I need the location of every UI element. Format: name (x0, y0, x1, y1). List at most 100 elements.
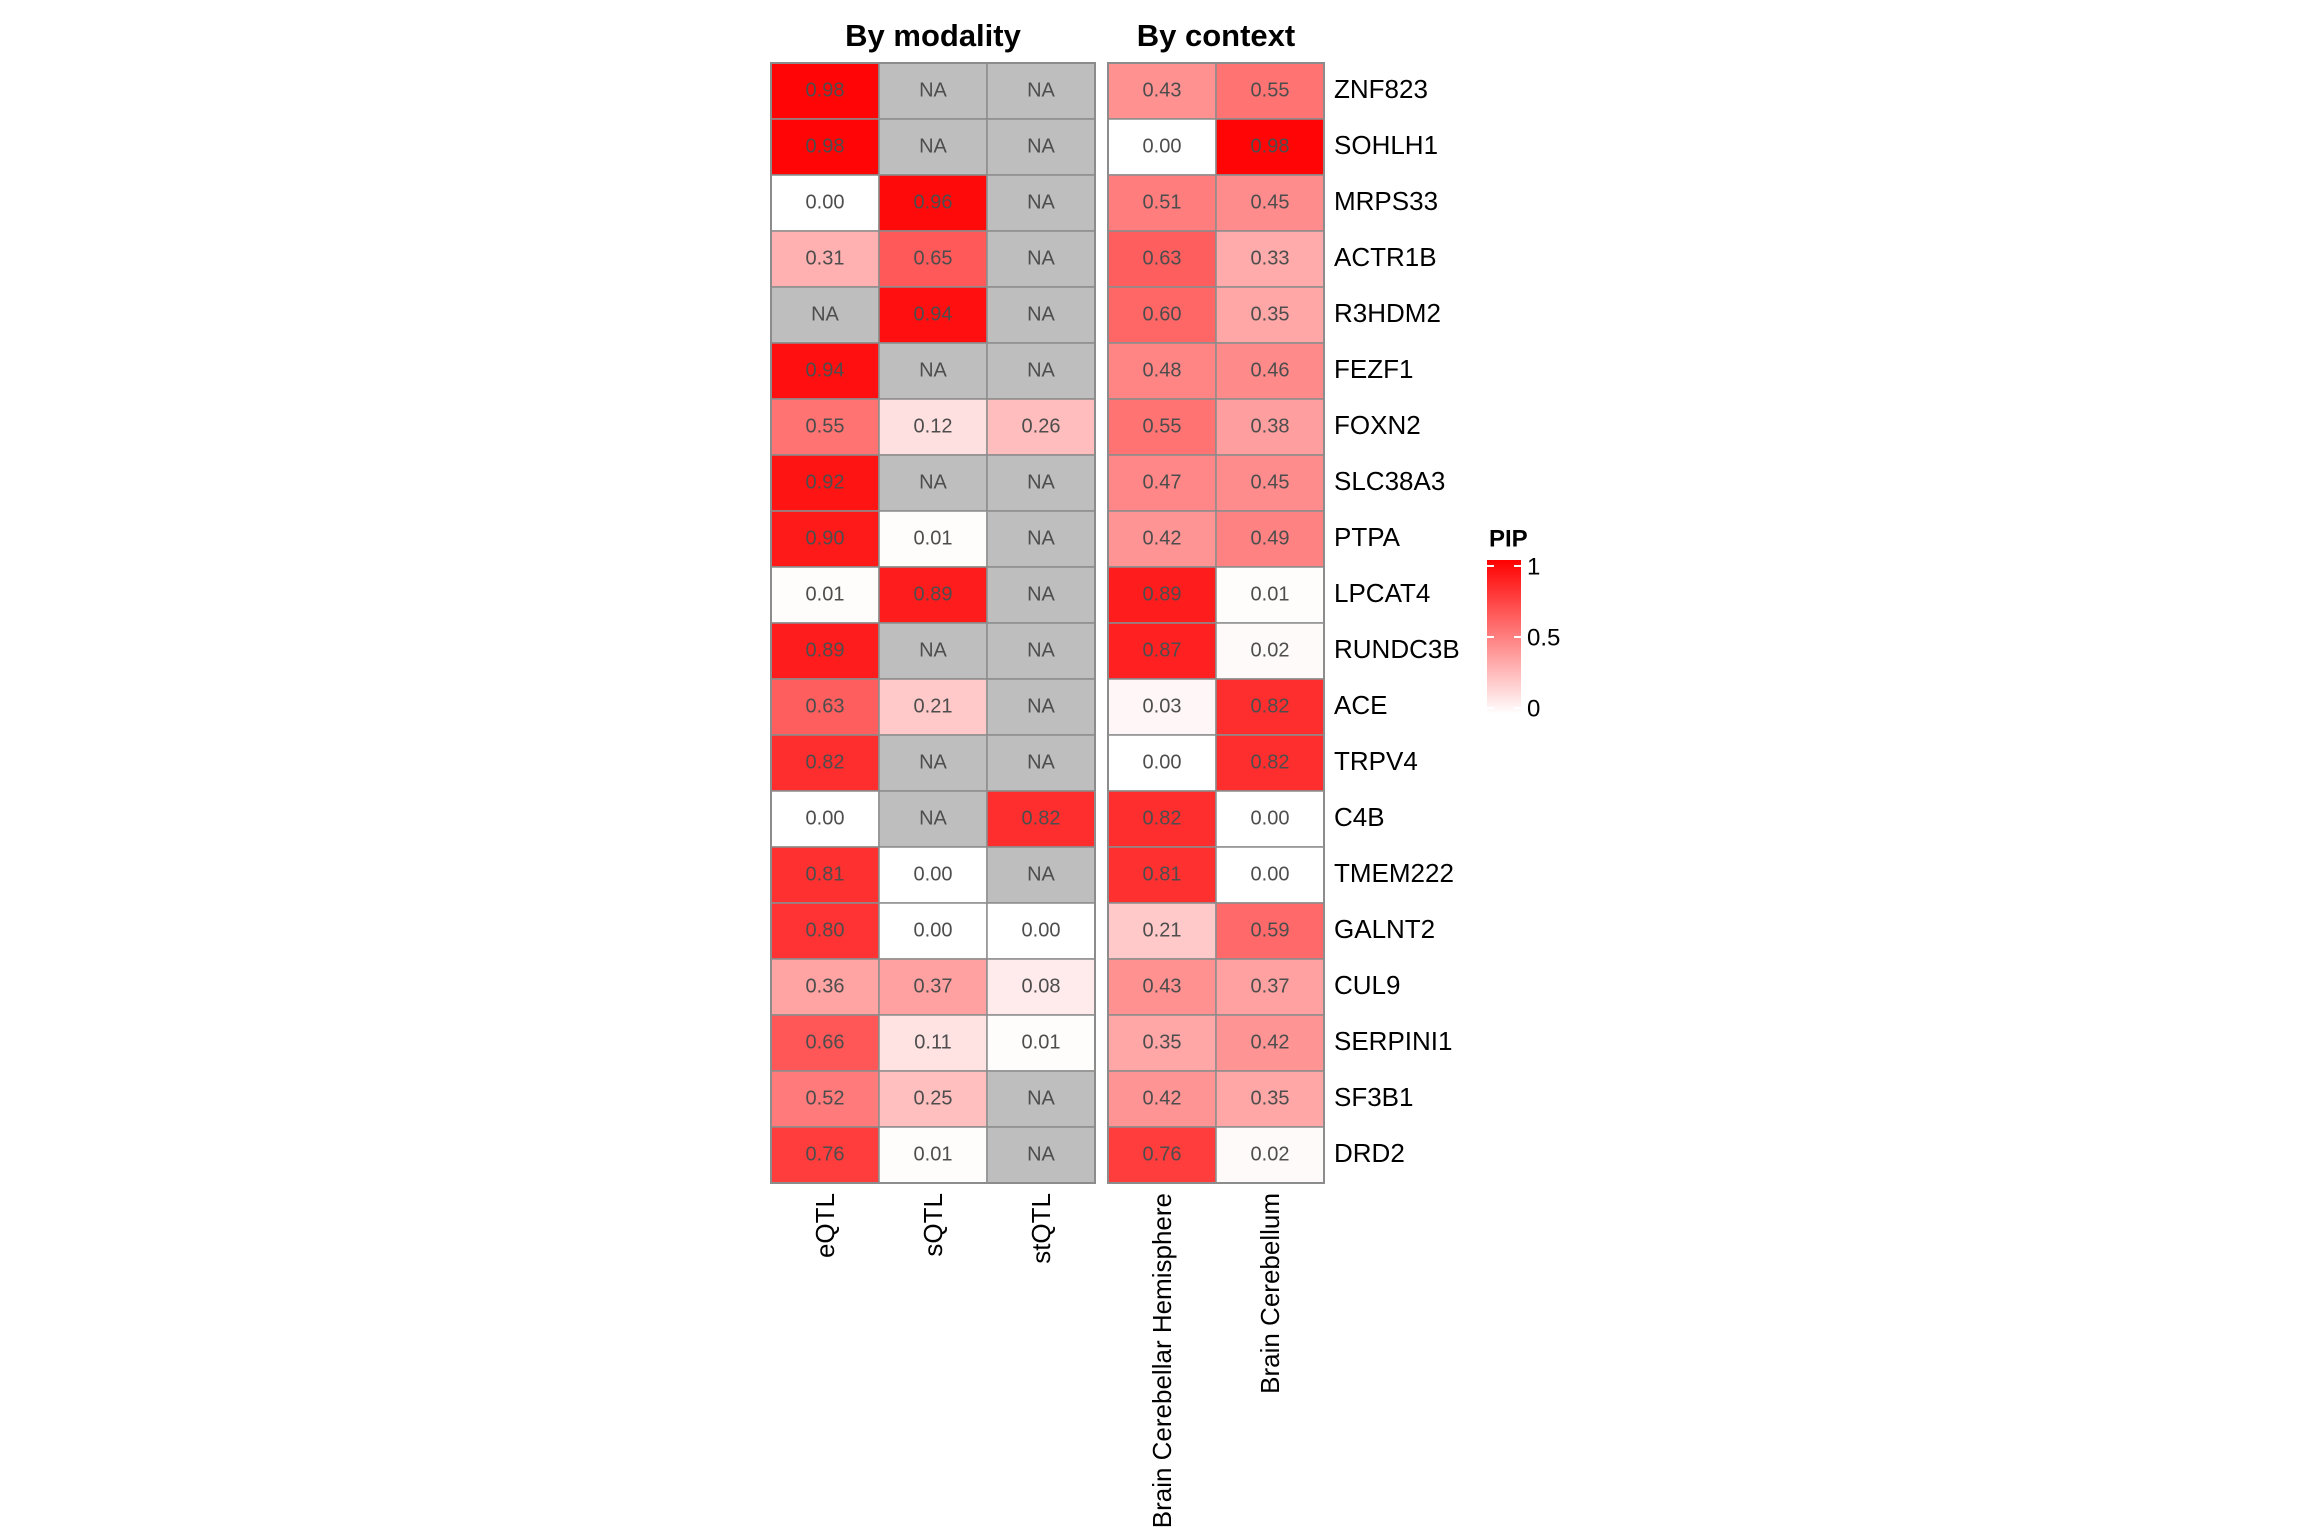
heatmap-cell (770, 566, 880, 624)
cell-value-label: 0.92 (806, 471, 845, 493)
heatmap-cell (770, 454, 880, 512)
cell-value-label: 0.01 (806, 583, 845, 605)
heatmap-cell (770, 230, 880, 288)
heatmap-cell (878, 902, 988, 960)
cell-value-label: 0.45 (1251, 191, 1290, 213)
cell-value-label: 0.87 (1143, 639, 1182, 661)
heatmap-cell (878, 342, 988, 400)
column-label: stQTL (1026, 1193, 1056, 1264)
cell-value-label: 0.82 (806, 751, 845, 773)
heatmap-cell (770, 902, 880, 960)
heatmap-cell (986, 734, 1096, 792)
cell-value-label: 0.89 (914, 583, 953, 605)
context-panel: By context 0.43 0.55 0.00 0.98 0.51 0.45 0.63 0.… (1107, 18, 1325, 1528)
cell-value-label: 0.90 (806, 527, 845, 549)
column-label: Brain Cerebellar Hemisphere (1147, 1193, 1177, 1528)
cell-value-label: 0.98 (806, 135, 845, 157)
heatmap-cell (986, 342, 1096, 400)
panel-title: By modality (845, 18, 1021, 53)
cell-value-label: 0.03 (1143, 695, 1182, 717)
cell-value-label: 0.51 (1143, 191, 1182, 213)
cell-value-label: 0.55 (1143, 415, 1182, 437)
heatmap-cell (1107, 1070, 1217, 1128)
cell-value-label: 0.21 (1143, 919, 1182, 941)
cell-value-label: 0.81 (806, 863, 845, 885)
cell-value-label: 0.52 (806, 1087, 845, 1109)
cell-value-label: 0.45 (1251, 471, 1290, 493)
heatmap-cell (770, 1070, 880, 1128)
heatmap-cell (878, 566, 988, 624)
heatmap-cell (878, 286, 988, 344)
cell-value-label: 0.36 (806, 975, 845, 997)
heatmap-cell (986, 1014, 1096, 1072)
cell-value-label: NA (1027, 527, 1055, 549)
gene-label: CUL9 (1334, 970, 1400, 1000)
heatmap-cell (878, 454, 988, 512)
cell-value-label: 0.33 (1251, 247, 1290, 269)
cell-value-label: NA (1027, 359, 1055, 381)
cell-value-label: NA (1027, 303, 1055, 325)
gene-label: R3HDM2 (1334, 298, 1441, 328)
heatmap-cell (1107, 958, 1217, 1016)
cell-value-label: 0.98 (1251, 135, 1290, 157)
cell-value-label: 0.42 (1143, 527, 1182, 549)
cell-value-label: 0.42 (1251, 1031, 1290, 1053)
gene-label: FEZF1 (1334, 354, 1413, 384)
gene-label: TMEM222 (1334, 858, 1454, 888)
heatmap-cell (1215, 566, 1325, 624)
heatmap-cell (770, 622, 880, 680)
cell-value-label: NA (919, 639, 947, 661)
gene-label: SOHLH1 (1334, 130, 1438, 160)
gene-label: SLC38A3 (1334, 466, 1445, 496)
cell-value-label: NA (919, 807, 947, 829)
cell-value-label: NA (1027, 863, 1055, 885)
cell-value-label: 0.01 (1251, 583, 1290, 605)
cell-value-label: 0.00 (1143, 135, 1182, 157)
cell-value-label: 0.01 (914, 1143, 953, 1165)
cell-value-label: NA (1027, 695, 1055, 717)
cell-value-label: 0.80 (806, 919, 845, 941)
gene-label: ACE (1334, 690, 1387, 720)
cell-value-label: 0.47 (1143, 471, 1182, 493)
cell-value-label: 0.66 (806, 1031, 845, 1053)
heatmap-cell (770, 846, 880, 904)
cell-value-label: 0.00 (806, 807, 845, 829)
cell-value-label: 0.42 (1143, 1087, 1182, 1109)
cell-value-label: 0.11 (914, 1031, 951, 1053)
heatmap-cell (1215, 398, 1325, 456)
heatmap-cell (1107, 678, 1217, 736)
cell-value-label: 0.21 (914, 695, 953, 717)
cell-value-label: 0.01 (914, 527, 953, 549)
heatmap-cell (986, 958, 1096, 1016)
cell-value-label: NA (811, 303, 839, 325)
cell-value-label: NA (1027, 751, 1055, 773)
cell-value-label: 0.59 (1251, 919, 1290, 941)
cell-value-label: NA (1027, 191, 1055, 213)
heatmap-cell (1107, 230, 1217, 288)
heatmap-cell (1215, 622, 1325, 680)
heatmap-cell (878, 174, 988, 232)
heatmap-cell (1215, 734, 1325, 792)
panel-border (1107, 62, 1325, 1184)
heatmap-cell (770, 734, 880, 792)
cell-value-label: 0.00 (1251, 863, 1290, 885)
gene-label: ACTR1B (1334, 242, 1437, 272)
cell-value-label: 0.49 (1251, 527, 1290, 549)
cell-value-label: 0.63 (806, 695, 845, 717)
cell-value-label: 0.55 (806, 415, 845, 437)
gene-label: LPCAT4 (1334, 578, 1430, 608)
gene-label: DRD2 (1334, 1138, 1405, 1168)
cell-value-label: 0.82 (1251, 695, 1290, 717)
heatmap-cell (770, 958, 880, 1016)
cell-value-label: 0.65 (914, 247, 953, 269)
cell-value-label: NA (919, 471, 947, 493)
heatmap-cell (986, 230, 1096, 288)
cell-value-label: NA (1027, 471, 1055, 493)
cell-value-label: 0.43 (1143, 975, 1182, 997)
column-label: Brain Cerebellum (1255, 1193, 1285, 1394)
gene-label: SF3B1 (1334, 1082, 1414, 1112)
cell-value-label: 0.26 (1022, 415, 1061, 437)
cell-value-label: 0.55 (1251, 79, 1290, 101)
heatmap-cell (1107, 398, 1217, 456)
cell-value-label: 0.89 (1143, 583, 1182, 605)
